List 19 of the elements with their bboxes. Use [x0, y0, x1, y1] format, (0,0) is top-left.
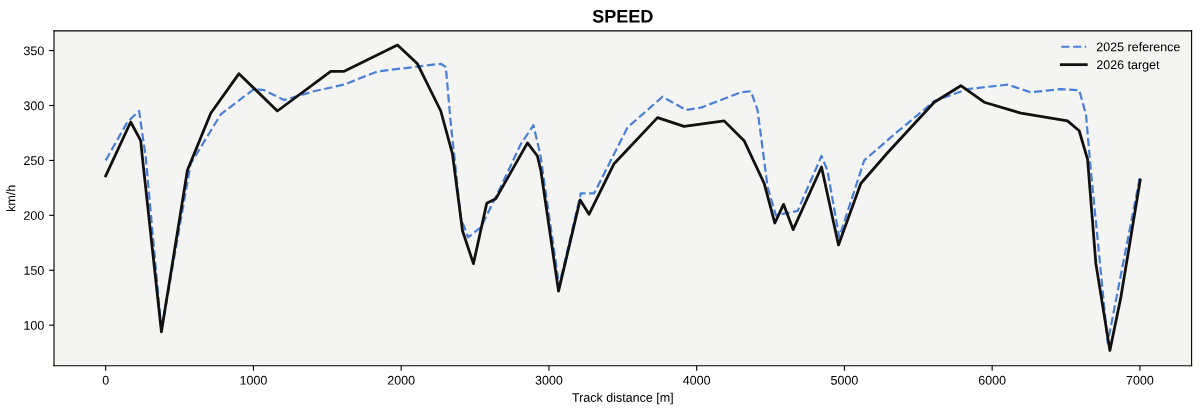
legend-label: 2026 target: [1096, 60, 1160, 72]
x-tick-label: 0: [102, 375, 109, 385]
y-tick-label: 350: [23, 46, 44, 56]
x-tick-label: 2000: [387, 375, 415, 385]
x-axis-title: Track distance [m]: [572, 392, 673, 405]
x-tick-label: 4000: [683, 375, 711, 385]
y-tick-label: 200: [24, 211, 44, 220]
legend-label: 2025 reference: [1096, 42, 1180, 52]
x-tick-label: 7000: [1126, 375, 1154, 385]
y-axis-title: km/h: [6, 185, 16, 212]
x-tick-label: 6000: [978, 375, 1006, 385]
x-tick-label: 3000: [535, 375, 563, 385]
y-tick-label: 300: [23, 101, 44, 111]
chart-title: SPEED: [592, 9, 653, 23]
x-tick-label: 1000: [240, 375, 267, 385]
y-tick-label: 250: [24, 156, 44, 166]
x-tick-label: 5000: [831, 375, 858, 385]
y-tick-label: 150: [24, 266, 44, 275]
y-tick-label: 100: [24, 320, 44, 330]
